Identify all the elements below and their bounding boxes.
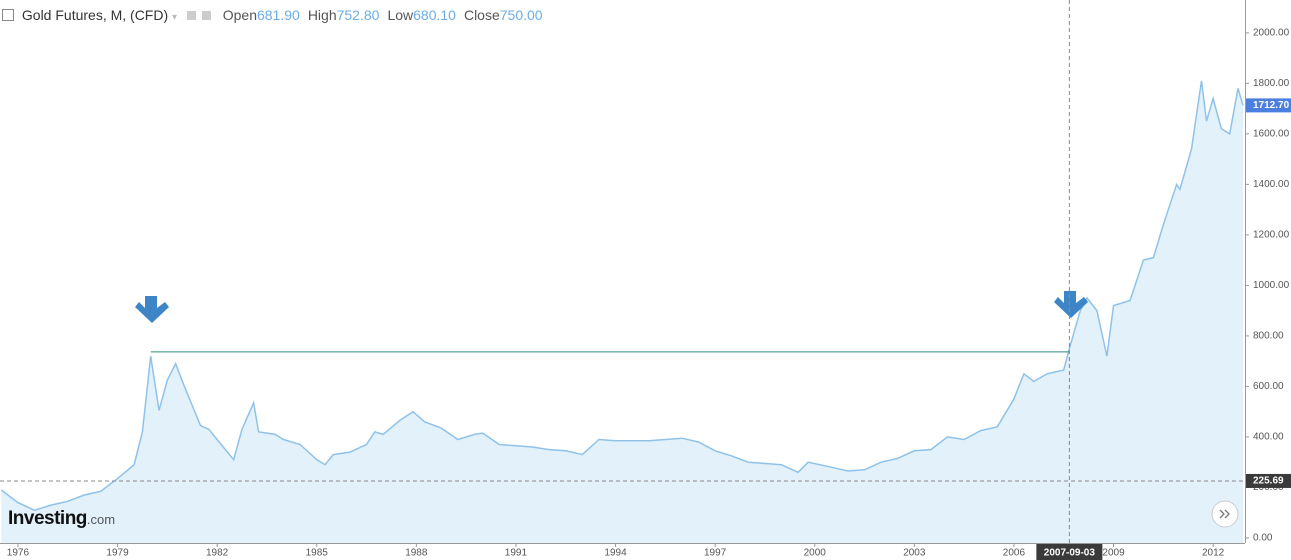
x-tick-label: 2009 <box>1102 548 1125 559</box>
y-tick-label: 1000.00 <box>1253 280 1290 291</box>
x-tick-label: 2012 <box>1202 548 1225 559</box>
area-fill <box>1 80 1243 544</box>
price-line <box>0 80 1244 512</box>
crosshair-y-box <box>1246 473 1291 488</box>
collapse-icon[interactable] <box>2 9 14 21</box>
y-tick-label: 600.00 <box>1253 381 1284 392</box>
x-tick-label: 1982 <box>206 548 229 559</box>
ohlc-value: 750.00 <box>499 7 543 23</box>
settings-icon[interactable] <box>186 11 196 20</box>
ohlc-label: Open <box>222 7 257 23</box>
x-tick-label: 1997 <box>704 548 727 559</box>
ohlc-value: 680.10 <box>413 7 456 23</box>
arrow-marker <box>1054 291 1088 318</box>
x-tick-label: 1988 <box>405 548 428 559</box>
crosshair-x-label: 2007-09-03 <box>1044 548 1096 559</box>
x-tick-label: 2006 <box>1003 548 1026 559</box>
chart-title: Gold Futures, M, (CFD) <box>21 7 169 23</box>
x-tick-label: 1991 <box>505 548 528 559</box>
brand-suffix: .com <box>86 512 116 527</box>
y-tick-label: 1400.00 <box>1253 179 1290 190</box>
y-tick-label: 800.00 <box>1253 331 1284 342</box>
scroll-button[interactable] <box>1211 500 1239 528</box>
crosshair-x-box <box>1036 544 1103 560</box>
x-tick-label: 1994 <box>604 548 627 559</box>
ohlc-value: 752.80 <box>336 7 380 23</box>
last-price-box <box>1246 98 1291 113</box>
ohlc-label: Close <box>463 7 500 23</box>
ohlc-label: High <box>307 7 337 23</box>
crosshair-y-label: 225.69 <box>1253 476 1284 487</box>
last-price-label: 1712.70 <box>1253 100 1290 111</box>
y-tick-label: 1600.00 <box>1253 128 1290 139</box>
scroll-icon <box>1219 509 1230 519</box>
y-tick-label: 1200.00 <box>1253 230 1290 241</box>
legend-header: Gold Futures, M, (CFD) ▾ Open681.90 High7… <box>0 7 543 23</box>
ohlc-value: 681.90 <box>256 7 300 23</box>
arrow-marker <box>135 296 169 323</box>
ohlc-values: Open681.90 High752.80 Low680.10 Close750.00 <box>215 7 543 23</box>
x-tick-label: 1985 <box>306 548 329 559</box>
y-tick-label: 2000.00 <box>1253 27 1290 38</box>
x-tick-label: 2003 <box>903 548 926 559</box>
close-icon[interactable] <box>201 11 211 20</box>
y-tick-label: 1800.00 <box>1253 78 1290 89</box>
brand-name: Investing <box>8 508 87 529</box>
y-tick-label: 400.00 <box>1253 432 1284 443</box>
x-tick-label: 1979 <box>106 548 129 559</box>
plot-area <box>0 80 1244 544</box>
x-tick-label: 1976 <box>7 548 30 559</box>
dropdown-icon[interactable]: ▾ <box>172 12 178 23</box>
ohlc-label: Low <box>387 7 414 23</box>
brand-logo: Investing.com <box>8 508 115 530</box>
y-tick-label: 0.00 <box>1253 533 1273 544</box>
x-tick-label: 2000 <box>804 548 827 559</box>
